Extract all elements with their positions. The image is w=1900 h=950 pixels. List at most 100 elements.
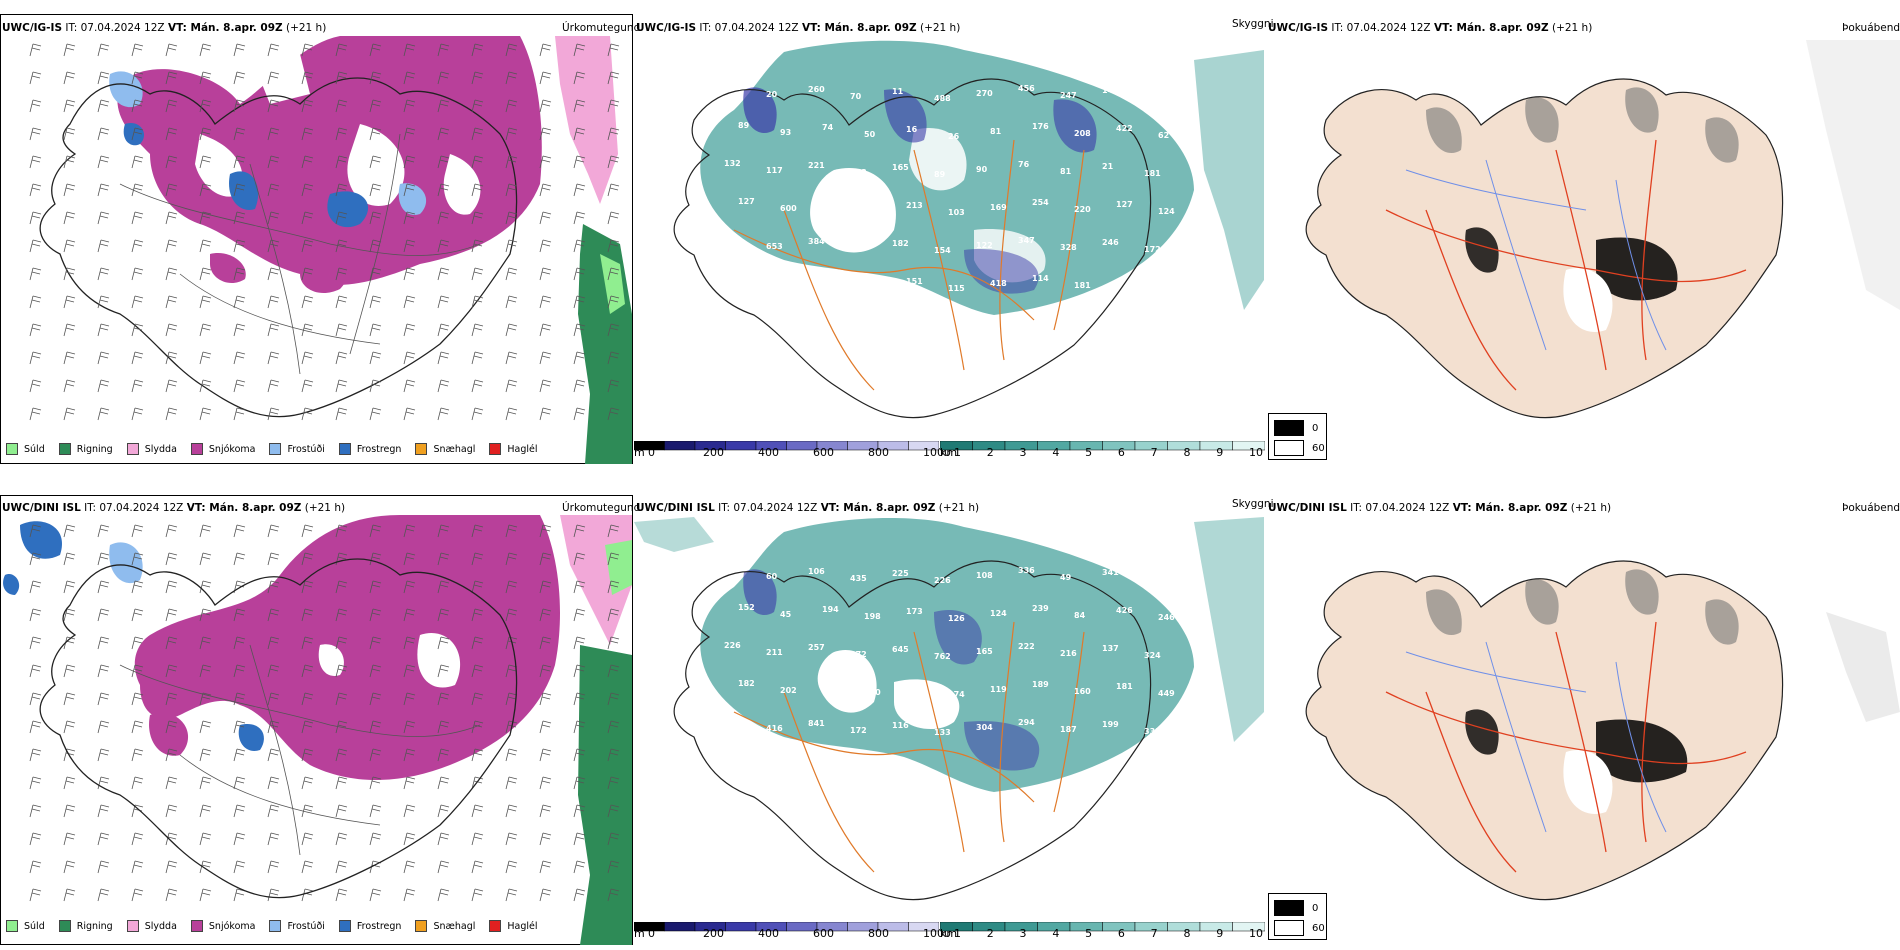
visibility-value-label: 213 [906, 201, 923, 210]
legend-item: Slydda [126, 443, 177, 455]
visibility-value-label: 653 [766, 242, 783, 251]
legend-item: Snæhagl [415, 920, 475, 932]
legend-swatch-rain [58, 443, 71, 455]
legend-item: Snæhagl [415, 443, 475, 455]
visibility-value-label: 201 [724, 83, 741, 92]
visibility-value-label: 226 [934, 576, 951, 585]
model-name: UWC/DINI ISL [636, 502, 715, 514]
legend-item: Snjókoma [190, 443, 255, 455]
visibility-value-label: 182 [738, 679, 755, 688]
model-name: UWC/DINI ISL [1268, 502, 1347, 514]
visibility-value-label: 21 [1102, 162, 1114, 171]
colorbar-tick-label: 8 [1183, 927, 1191, 940]
visibility-colorbar-row2: km 1 2 3 4 5 6 7 8 9 10 [939, 917, 1266, 940]
legend-item: Rigning [58, 920, 113, 932]
fog-legend-row2: 0 60 [1268, 893, 1327, 940]
legend-item: Frostregn [338, 443, 401, 455]
visibility-value-label: 260 [808, 85, 825, 94]
visibility-map-row2: 200 60 106 435 225 226 108 336 49 341 105 152 45 194 1… [634, 517, 1264, 901]
visibility-value-label: 173 [850, 168, 867, 177]
visibility-value-label: 126 [948, 614, 965, 623]
fog-panel-row2 [1266, 512, 1900, 912]
visibility-value-label: 347 [1018, 236, 1035, 245]
visibility-map-row1: 201 20 260 70 11 488 270 456 247 143 82 89 93 74 50 16 2… [673, 40, 1264, 419]
visibility-value-label: 49 [1060, 573, 1072, 582]
visibility-value-label: 324 [1144, 651, 1161, 660]
colorbar-unit: m [634, 446, 645, 459]
panel-title-fog-row2: Þokuábendi [1842, 502, 1900, 514]
visibility-value-label: 151 [906, 277, 923, 286]
visibility-panel-row1: 201 20 260 70 11 488 270 456 247 143 82 89 93 74 50 16 2… [634, 30, 1264, 430]
visibility-colorbar-row1: km 1 2 3 4 5 6 7 8 9 10 [939, 436, 1266, 459]
visibility-value-label: 81 [990, 127, 1002, 136]
visibility-value-label: 16 [906, 125, 918, 134]
visibility-value-label: 88 [724, 717, 736, 726]
legend-swatch-freezing-rain [338, 443, 351, 455]
colorbar-tick-label: 600 [813, 927, 834, 940]
legend-item: Súld [6, 443, 45, 455]
visibility-value-label: 154 [934, 246, 951, 255]
visibility-value-label: 174 [948, 690, 965, 699]
colorbar-tick-label: 5 [1085, 446, 1093, 459]
panel-header-visibility-row2: UWC/DINI ISL IT: 07.04.2024 12Z VT: Mán.… [636, 502, 979, 514]
visibility-value-label: 194 [780, 280, 797, 289]
visibility-value-label: 456 [1018, 84, 1035, 93]
fog-swatch-60 [1274, 440, 1304, 456]
legend-swatch-rain [58, 920, 71, 932]
visibility-value-label: 873 [780, 762, 797, 771]
visibility-value-label: 194 [822, 605, 839, 614]
visibility-value-label: 233 [822, 275, 839, 284]
colorbar-tick-label: 7 [1150, 446, 1158, 459]
legend-swatch-snow [190, 920, 203, 932]
visibility-panel-row2: 200 60 106 435 225 226 108 336 49 341 105 152 45 194 1… [634, 512, 1264, 912]
legend-label: Snæhagl [433, 920, 476, 932]
visibility-value-label: 71 [822, 757, 834, 766]
visibility-value-label: 169 [990, 203, 1007, 212]
visibility-value-label: 449 [1158, 689, 1175, 698]
init-time: IT: 07.04.2024 12Z [1350, 502, 1450, 514]
precip-type-map-row2 [0, 495, 633, 945]
visibility-value-label: 341 [1102, 568, 1119, 577]
init-time: IT: 07.04.2024 12Z [84, 502, 184, 514]
visibility-value-label: 201 [906, 683, 923, 692]
lead-time: (+21 h) [919, 22, 961, 34]
visibility-value-label: 333 [1144, 727, 1161, 736]
visibility-value-label: 422 [1116, 124, 1133, 133]
colorbar-tick-label: 6 [1117, 446, 1125, 459]
visibility-value-label: 89 [934, 170, 946, 179]
legend-label: Frostúði [287, 920, 325, 932]
visibility-value-label: 173 [906, 607, 923, 616]
colorbar-tick-label: 9 [1216, 927, 1224, 940]
visibility-value-label: 76 [1018, 160, 1030, 169]
visibility-value-label: 200 [724, 565, 741, 574]
legend-swatch-drizzle [6, 443, 18, 455]
colorbar-tick-label: 6 [1117, 927, 1125, 940]
colorbar-tick-label: 4 [1052, 446, 1060, 459]
legend-swatch-drizzle [6, 920, 18, 932]
visibility-value-label: 115 [948, 284, 965, 293]
visibility-value-label: 160 [1074, 687, 1091, 696]
visibility-value-label: 220 [1074, 205, 1091, 214]
visibility-value-label: 89 [738, 121, 750, 130]
visibility-value-label: 435 [850, 574, 867, 583]
visibility-value-label: 20 [766, 90, 778, 99]
colorbar-tick-label: 5 [1085, 927, 1093, 940]
fog-label-60: 60 [1312, 442, 1325, 454]
cloudbase-colorbar-row2: m 0 200 400 600 800 1000 [633, 917, 951, 940]
precip-type-map-row1 [0, 14, 633, 464]
valid-time: VT: Mán. 8.apr. 09Z [820, 502, 936, 514]
visibility-value-label: 124 [1158, 207, 1175, 216]
visibility-value-label: 645 [892, 645, 909, 654]
legend-item: Frostúði [269, 443, 325, 455]
legend-label: Snjókoma [208, 920, 256, 932]
lead-time: (+21 h) [938, 502, 980, 514]
visibility-value-label: 304 [976, 723, 993, 732]
visibility-value-label: 199 [1102, 720, 1119, 729]
visibility-value-label: 190 [822, 681, 839, 690]
legend-item: Slydda [126, 920, 177, 932]
legend-label: Rigning [76, 920, 113, 932]
precip-type-panel-row1: Súld Rigning Slydda Snjókoma Frostúði Fr… [0, 14, 633, 464]
fog-swatch-0 [1274, 420, 1304, 436]
visibility-value-label: 246 [1102, 238, 1119, 247]
colorbar-tick-label: 2 [986, 446, 994, 459]
